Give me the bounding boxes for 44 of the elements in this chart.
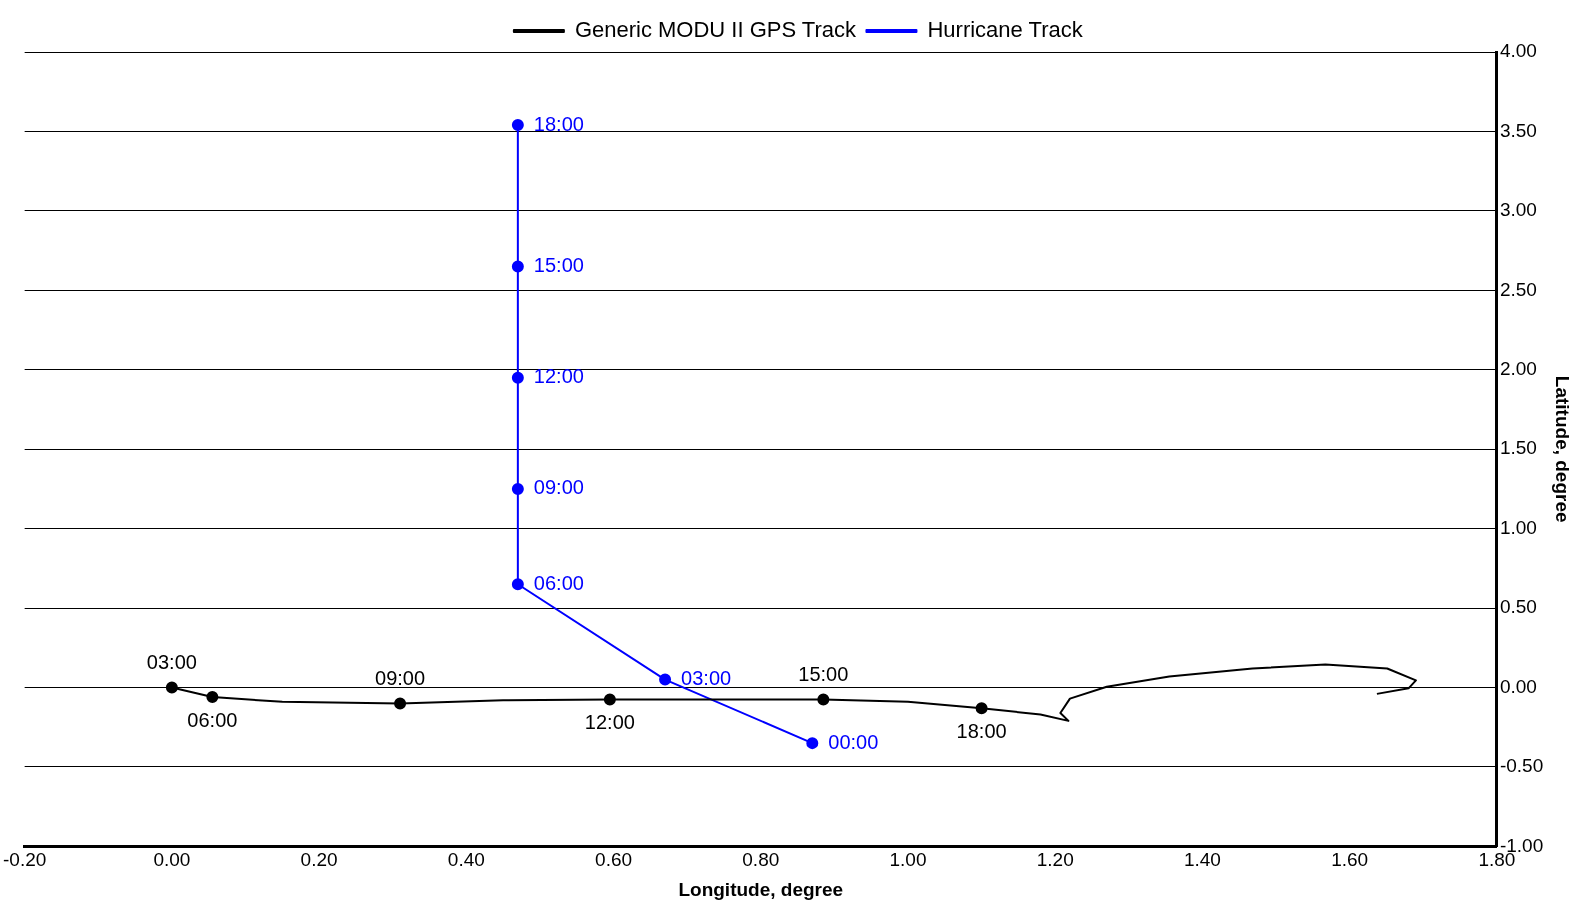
point [511, 482, 524, 495]
point [659, 673, 672, 686]
point [511, 371, 524, 384]
point [511, 578, 524, 591]
y-tick-label: 4.00 [1499, 40, 1537, 62]
annotation: 03:00 [146, 651, 197, 674]
x-tick-label: 0.20 [300, 849, 338, 871]
annotation: 18:00 [956, 719, 1007, 742]
annotation: 18:00 [533, 112, 584, 135]
x-tick-label: 1.60 [1331, 849, 1369, 871]
annotation: 06:00 [187, 708, 238, 731]
point [806, 737, 819, 750]
y-tick-label: 1.00 [1499, 516, 1537, 538]
y-tick-label: 2.00 [1499, 357, 1537, 379]
x-tick-label: 1.20 [1036, 849, 1074, 871]
x-tick-label: 0.80 [742, 849, 780, 871]
y-tick-label: 0.50 [1499, 596, 1537, 618]
annotation: 03:00 [681, 667, 732, 690]
x-axis-title: Longitude, degree [678, 878, 844, 900]
x-tick-label: -0.20 [3, 849, 47, 871]
annotation: 06:00 [533, 571, 584, 594]
annotation: 15:00 [533, 254, 584, 276]
y-tick-label: 3.00 [1499, 199, 1537, 221]
y-tick-label: 3.50 [1499, 119, 1537, 141]
x-tick-label: 0.40 [447, 849, 485, 871]
y-tick-label: 1.50 [1499, 437, 1537, 459]
annotation: 12:00 [533, 365, 584, 388]
annotation: 00:00 [828, 730, 879, 753]
point [511, 260, 524, 273]
x-tick-label: 0.00 [153, 849, 191, 871]
x-tick-label: 0.60 [595, 849, 633, 871]
x-tick-label: 1.00 [889, 849, 927, 871]
annotation: 09:00 [375, 666, 426, 689]
annotation: 12:00 [584, 710, 635, 733]
x-tick-label: 1.40 [1183, 849, 1221, 871]
y-tick-label: 0.00 [1499, 675, 1537, 697]
point [511, 119, 524, 132]
legend-label: Hurricane Track [927, 17, 1084, 43]
y-tick-label: 2.50 [1499, 278, 1537, 300]
legend-label: Generic MODU II GPS Track [574, 17, 858, 43]
y-axis-title: Latitude, degree [1552, 375, 1574, 523]
annotation: 09:00 [533, 476, 584, 499]
annotation: 15:00 [798, 662, 849, 685]
y-tick-label: -0.50 [1499, 755, 1544, 777]
